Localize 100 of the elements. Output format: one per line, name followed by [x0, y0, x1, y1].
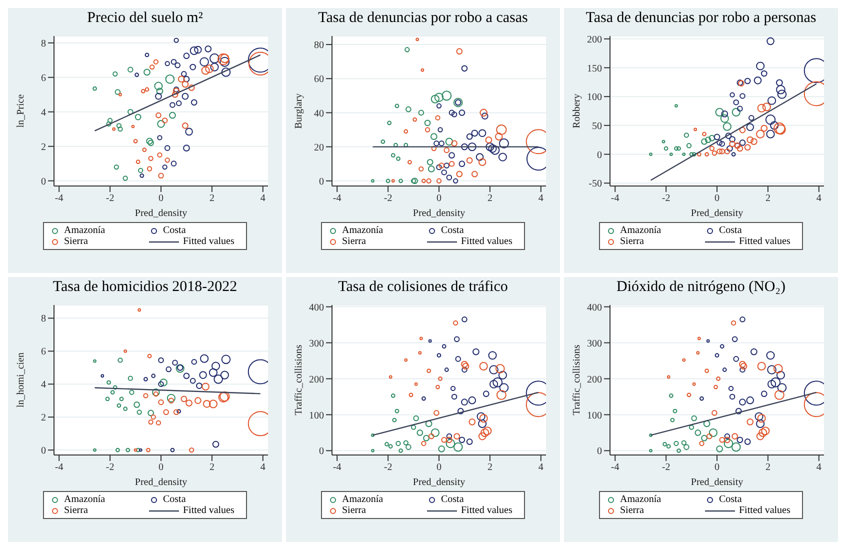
legend-label: Amazonía — [64, 494, 106, 505]
y-axis-title: ln_Price — [16, 94, 27, 128]
y-tick-label: 0 — [597, 446, 602, 458]
chart-title: Tasa de homicidios 2018-2022 — [52, 279, 238, 297]
x-tick-label: -4 — [54, 193, 64, 204]
chart-title: Tasa de colisiones de tráfico — [337, 279, 509, 297]
y-tick-label: 200 — [309, 374, 324, 386]
x-tick-label: 0 — [714, 462, 720, 474]
y-axis-title: Traffic_collisions — [294, 344, 305, 416]
x-axis-title: Pred_density — [134, 477, 188, 488]
legend-label: Costa — [163, 494, 186, 505]
x-axis-title: Pred_density — [690, 477, 744, 488]
legend-label: Amazonía — [620, 225, 662, 236]
legend-label: Sierra — [620, 505, 644, 516]
y-tick-label: 400 — [587, 302, 602, 314]
x-axis-title: Pred_density — [690, 208, 744, 219]
y-tick-label: 100 — [587, 92, 602, 104]
x-tick-label: -4 — [54, 462, 64, 474]
y-tick-label: 60 — [314, 74, 324, 86]
y-tick-label: 0 — [41, 176, 46, 188]
y-tick-label: 200 — [587, 374, 602, 386]
legend-label: Sierra — [64, 505, 88, 516]
x-tick-label: 4 — [816, 462, 822, 474]
x-tick-label: 2 — [209, 462, 214, 474]
legend-label: Costa — [441, 494, 464, 505]
y-tick-label: 40 — [314, 108, 324, 120]
legend-label: Sierra — [342, 236, 366, 247]
x-tick-label: 4 — [260, 193, 266, 204]
legend-label: Sierra — [64, 236, 88, 247]
y-tick-label: 2 — [41, 412, 46, 424]
y-tick-label: 400 — [309, 302, 324, 314]
legend-label: Amazonía — [620, 494, 662, 505]
chart-title: Tasa de denuncias por robo a casas — [317, 10, 529, 28]
y-tick-label: 0 — [319, 446, 324, 458]
x-tick-label: 0 — [158, 462, 164, 474]
y-tick-label: 80 — [314, 40, 324, 52]
x-tick-label: 2 — [765, 193, 770, 204]
y-axis-title: ln_homi_cien — [16, 352, 27, 408]
x-tick-label: -2 — [662, 462, 670, 474]
legend-label: Sierra — [342, 505, 366, 516]
x-tick-label: 4 — [260, 462, 266, 474]
y-tick-label: 4 — [41, 107, 46, 118]
y-axis-title: Traffic_collisions — [572, 344, 583, 416]
x-tick-label: 4 — [816, 193, 822, 204]
x-tick-label: -4 — [610, 193, 620, 204]
x-tick-label: 2 — [765, 462, 770, 474]
legend-label: Amazonía — [64, 225, 106, 236]
x-tick-label: 0 — [436, 193, 442, 204]
y-tick-label: 50 — [592, 120, 602, 132]
chart-title: Tasa de denuncias por robo a personas — [584, 10, 818, 28]
y-tick-label: 8 — [41, 314, 46, 325]
legend-label: Costa — [441, 225, 464, 236]
x-tick-label: -4 — [610, 462, 620, 474]
x-tick-label: -4 — [332, 462, 342, 474]
legend-label: Fitted values — [461, 236, 512, 247]
legend-label: Fitted values — [739, 236, 790, 247]
y-tick-label: 300 — [309, 338, 324, 350]
y-axis-title: Robbery — [572, 94, 583, 128]
x-tick-label: 4 — [538, 462, 544, 474]
chart-title: Precio del suelo m² — [86, 10, 204, 28]
legend-label: Amazonía — [342, 494, 384, 505]
x-tick-label: 2 — [487, 462, 492, 474]
legend-label: Sierra — [620, 236, 644, 247]
x-tick-label: -2 — [384, 462, 392, 474]
x-tick-label: -2 — [106, 193, 114, 204]
y-tick-label: 0 — [41, 446, 46, 457]
y-tick-label: 4 — [41, 380, 46, 391]
legend-label: Fitted values — [183, 236, 234, 247]
legend-label: Fitted values — [183, 505, 234, 516]
y-tick-label: 2 — [41, 142, 46, 153]
x-tick-label: -4 — [332, 193, 342, 204]
y-tick-label: 100 — [309, 410, 324, 422]
y-tick-label: 8 — [41, 38, 46, 50]
legend-label: Costa — [719, 225, 742, 236]
x-tick-label: 0 — [436, 462, 442, 474]
y-tick-label: 150 — [587, 63, 602, 74]
legend-label: Fitted values — [739, 505, 790, 516]
x-axis-title: Pred_density — [134, 208, 188, 219]
legend-label: Amazonía — [342, 225, 384, 236]
legend-label: Fitted values — [461, 505, 512, 516]
x-axis-title: Pred_density — [412, 208, 466, 219]
y-tick-label: -50 — [588, 178, 602, 190]
x-tick-label: -2 — [106, 462, 114, 474]
x-tick-label: -2 — [384, 193, 392, 204]
y-axis-title: Burglary — [294, 93, 305, 129]
x-tick-label: -2 — [662, 193, 670, 204]
x-axis-title: Pred_density — [412, 477, 466, 488]
y-tick-label: 0 — [597, 150, 602, 161]
legend-label: Costa — [719, 494, 742, 505]
y-tick-label: 20 — [314, 142, 324, 154]
legend-label: Costa — [163, 225, 186, 236]
chart-title: Dióxido de nitrógeno (NO₂) — [616, 279, 786, 297]
y-tick-label: 100 — [587, 410, 602, 422]
y-tick-label: 6 — [41, 346, 46, 358]
x-tick-label: 0 — [714, 193, 720, 204]
y-tick-label: 0 — [319, 176, 324, 188]
x-tick-label: 2 — [487, 193, 492, 204]
x-tick-label: 4 — [538, 193, 544, 204]
x-tick-label: 2 — [209, 193, 214, 204]
y-tick-label: 300 — [587, 338, 602, 350]
